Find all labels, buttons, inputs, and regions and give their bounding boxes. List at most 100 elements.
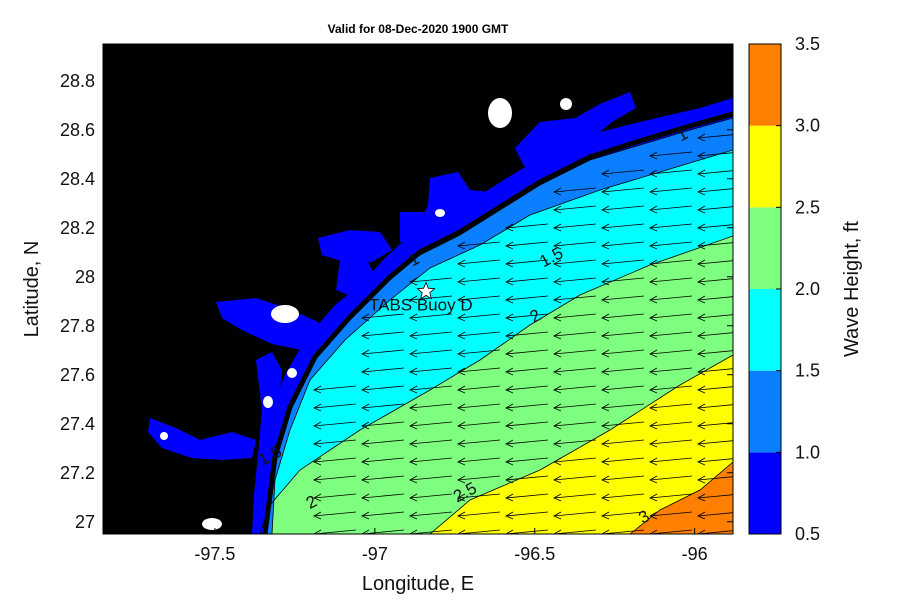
bay-corpus-christi — [216, 298, 330, 350]
wave-arrow — [553, 367, 597, 373]
wave-arrow — [505, 457, 549, 463]
wave-arrow-head — [601, 385, 610, 394]
wave-arrow — [505, 241, 549, 247]
wave-arrow-head — [409, 367, 418, 376]
wave-arrow — [649, 223, 693, 229]
wave-arrow — [409, 331, 453, 337]
wave-arrow — [601, 259, 645, 265]
wave-arrow — [361, 457, 405, 463]
wave-arrow — [601, 331, 645, 337]
wave-arrow — [697, 476, 733, 481]
wave-arrow-head — [553, 259, 562, 268]
wave-arrow — [649, 241, 693, 247]
wave-arrow-head — [313, 475, 322, 484]
wave-arrow-head — [553, 331, 562, 340]
wave-arrow-head — [505, 493, 514, 502]
wave-arrow-head — [505, 439, 514, 448]
wave-arrow-head — [505, 241, 514, 250]
wave-arrow-head — [601, 205, 610, 214]
wave-arrow — [697, 530, 733, 534]
wave-arrow — [505, 493, 549, 499]
wave-arrow — [457, 511, 501, 517]
wave-arrow — [697, 440, 733, 445]
wave-arrow-head — [601, 169, 610, 178]
wave-arrow-head — [553, 493, 562, 502]
wave-arrow-head — [649, 313, 658, 322]
x-tick-label: -96 — [682, 544, 708, 564]
wave-arrow — [649, 367, 693, 373]
plot-frame — [102, 43, 734, 535]
wave-arrow — [697, 278, 733, 283]
station-label: TABS Buoy D — [369, 295, 473, 314]
wave-arrow — [409, 349, 453, 355]
wave-arrow — [361, 529, 405, 534]
wave-arrow — [409, 403, 453, 409]
wave-arrow — [505, 421, 549, 427]
y-tick-label: 28.6 — [60, 120, 95, 140]
wave-arrow-head — [505, 349, 514, 358]
wave-arrow-head — [313, 493, 322, 502]
colorbar-tick-label: 3.0 — [795, 116, 820, 136]
wave-arrow — [409, 421, 453, 427]
wave-arrow — [601, 475, 645, 481]
wave-arrow — [457, 277, 501, 283]
wave-arrow — [649, 331, 693, 337]
wave-arrow-head — [409, 277, 418, 286]
y-tick-label: 27.2 — [60, 463, 95, 483]
wave-arrow-head — [505, 529, 514, 534]
wave-arrow — [697, 224, 733, 229]
wave-arrow-head — [649, 151, 658, 160]
wave-arrow-head — [649, 385, 658, 394]
wave-arrow-head — [553, 475, 562, 484]
wave-arrow — [649, 403, 693, 409]
wave-arrow — [601, 403, 645, 409]
wave-arrow — [313, 439, 357, 445]
wave-arrow-head — [697, 133, 706, 142]
wave-arrow-head — [649, 457, 658, 466]
island — [263, 396, 273, 408]
wave-arrow — [697, 350, 733, 355]
wave-arrow-head — [361, 403, 370, 412]
wave-arrow-head — [553, 295, 562, 304]
wave-arrow-head — [457, 259, 466, 268]
wave-arrow — [649, 439, 693, 445]
wave-arrow-head — [697, 349, 706, 358]
colorbar-swatch — [749, 44, 781, 126]
wave-arrow-head — [409, 295, 418, 304]
wave-arrow — [457, 385, 501, 391]
colorbar-tick-label: 2.5 — [795, 197, 820, 217]
wave-arrow-head — [601, 223, 610, 232]
wave-arrow-head — [601, 511, 610, 520]
colorbar-tick-label: 1.0 — [795, 442, 820, 462]
wave-arrow-head — [361, 511, 370, 520]
wave-arrow-head — [697, 151, 706, 160]
wave-arrow — [505, 511, 549, 517]
wave-arrow — [505, 277, 549, 283]
island — [488, 98, 512, 128]
wave-arrow-head — [553, 349, 562, 358]
wave-arrow-head — [697, 169, 706, 178]
wave-arrow-head — [505, 385, 514, 394]
wave-arrow-head — [409, 529, 418, 534]
x-axis-label: Longitude, E — [362, 573, 474, 595]
wave-arrow-head — [505, 313, 514, 322]
wave-arrow-head — [457, 457, 466, 466]
wave-arrow — [457, 241, 501, 247]
wave-arrow-head — [361, 385, 370, 394]
wave-arrow — [361, 439, 405, 445]
wave-arrow — [649, 511, 693, 517]
wave-arrow-head — [649, 421, 658, 430]
x-tick-label: -97 — [362, 544, 388, 564]
wave-arrow — [505, 349, 549, 355]
contour-lines — [259, 117, 733, 534]
wave-arrow-head — [601, 331, 610, 340]
wave-arrow — [361, 331, 405, 337]
wave-arrow — [505, 295, 549, 301]
wave-arrow-head — [361, 421, 370, 430]
wave-arrow-head — [409, 421, 418, 430]
wave-arrow-head — [697, 475, 706, 484]
colorbar-swatch — [749, 125, 781, 208]
wave-arrow-head — [409, 493, 418, 502]
wave-arrow — [457, 313, 501, 319]
wave-arrow-head — [649, 295, 658, 304]
